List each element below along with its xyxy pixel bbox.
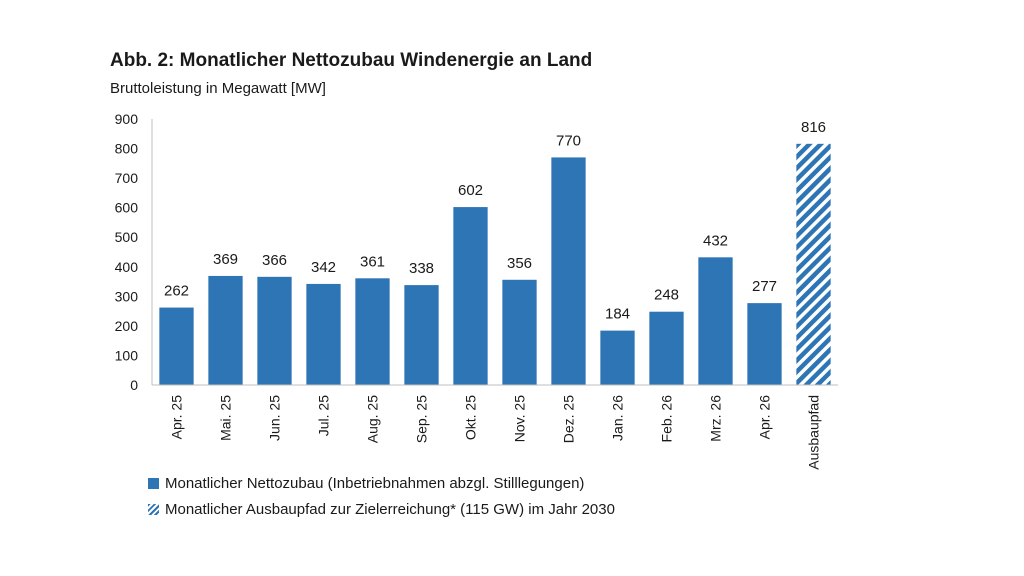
y-tick-label: 300 — [115, 288, 139, 304]
y-tick-label: 800 — [115, 141, 139, 157]
chart-subtitle: Bruttoleistung in Megawatt [MW] — [110, 80, 326, 97]
bar — [698, 257, 733, 385]
x-tick-label: Dez. 25 — [561, 395, 577, 443]
bar — [257, 276, 292, 385]
y-tick-label: 0 — [130, 377, 138, 393]
legend-label-ausbaupfad: Monatlicher Ausbaupfad zur Zielerreichun… — [165, 501, 615, 518]
x-tick-label: Feb. 26 — [659, 395, 675, 443]
bar — [306, 283, 341, 385]
data-label: 184 — [605, 306, 630, 323]
data-label: 248 — [654, 287, 679, 304]
legend-label-nettozubau: Monatlicher Nettozubau (Inbetriebnahmen … — [165, 475, 585, 492]
data-label: 262 — [164, 283, 189, 300]
bar — [600, 330, 635, 385]
y-tick-label: 100 — [115, 347, 139, 363]
y-tick-label: 900 — [115, 111, 139, 127]
data-label: 602 — [458, 182, 483, 199]
y-tick-label: 200 — [115, 318, 139, 334]
x-tick-label: Sep. 25 — [414, 395, 430, 443]
legend-item-ausbaupfad: Monatlicher Ausbaupfad zur Zielerreichun… — [148, 501, 615, 518]
bar — [453, 207, 488, 385]
x-tick-label: Jan. 26 — [610, 395, 626, 441]
data-label: 356 — [507, 255, 532, 272]
legend-item-nettozubau: Monatlicher Nettozubau (Inbetriebnahmen … — [148, 475, 584, 492]
y-tick-label: 600 — [115, 200, 139, 216]
data-label: 361 — [360, 253, 385, 270]
x-tick-label: Nov. 25 — [512, 395, 528, 442]
x-tick-label: Okt. 25 — [463, 395, 479, 440]
x-tick-label: Apr. 26 — [757, 395, 773, 440]
data-label: 369 — [213, 251, 238, 268]
bar — [159, 307, 194, 385]
data-label: 816 — [801, 119, 826, 136]
data-label: 338 — [409, 260, 434, 277]
bar — [502, 279, 537, 385]
x-tick-label: Mrz. 26 — [708, 395, 724, 442]
legend-swatch-solid — [148, 478, 159, 489]
y-tick-label: 700 — [115, 170, 139, 186]
x-tick-label: Ausbaupfad — [806, 395, 822, 470]
chart-title: Abb. 2: Monatlicher Nettozubau Windenerg… — [110, 50, 593, 71]
x-tick-label: Mai. 25 — [218, 395, 234, 441]
x-tick-label: Aug. 25 — [365, 395, 381, 443]
bar — [747, 303, 782, 385]
bar — [649, 311, 684, 385]
x-tick-label: Apr. 25 — [169, 395, 185, 440]
bar — [208, 275, 243, 385]
y-tick-label: 500 — [115, 229, 139, 245]
bar — [551, 157, 586, 385]
legend-swatch-hatched — [148, 504, 159, 515]
y-tick-label: 400 — [115, 259, 139, 275]
data-label: 342 — [311, 259, 336, 276]
data-label: 366 — [262, 252, 287, 269]
bar — [404, 285, 439, 385]
x-tick-label: Jul. 25 — [316, 395, 332, 436]
data-label: 277 — [752, 278, 777, 295]
x-tick-label: Jun. 25 — [267, 395, 283, 441]
data-label: 432 — [703, 232, 728, 249]
bar — [355, 278, 390, 385]
data-label: 770 — [556, 132, 581, 149]
bar-ausbaupfad — [796, 143, 831, 385]
